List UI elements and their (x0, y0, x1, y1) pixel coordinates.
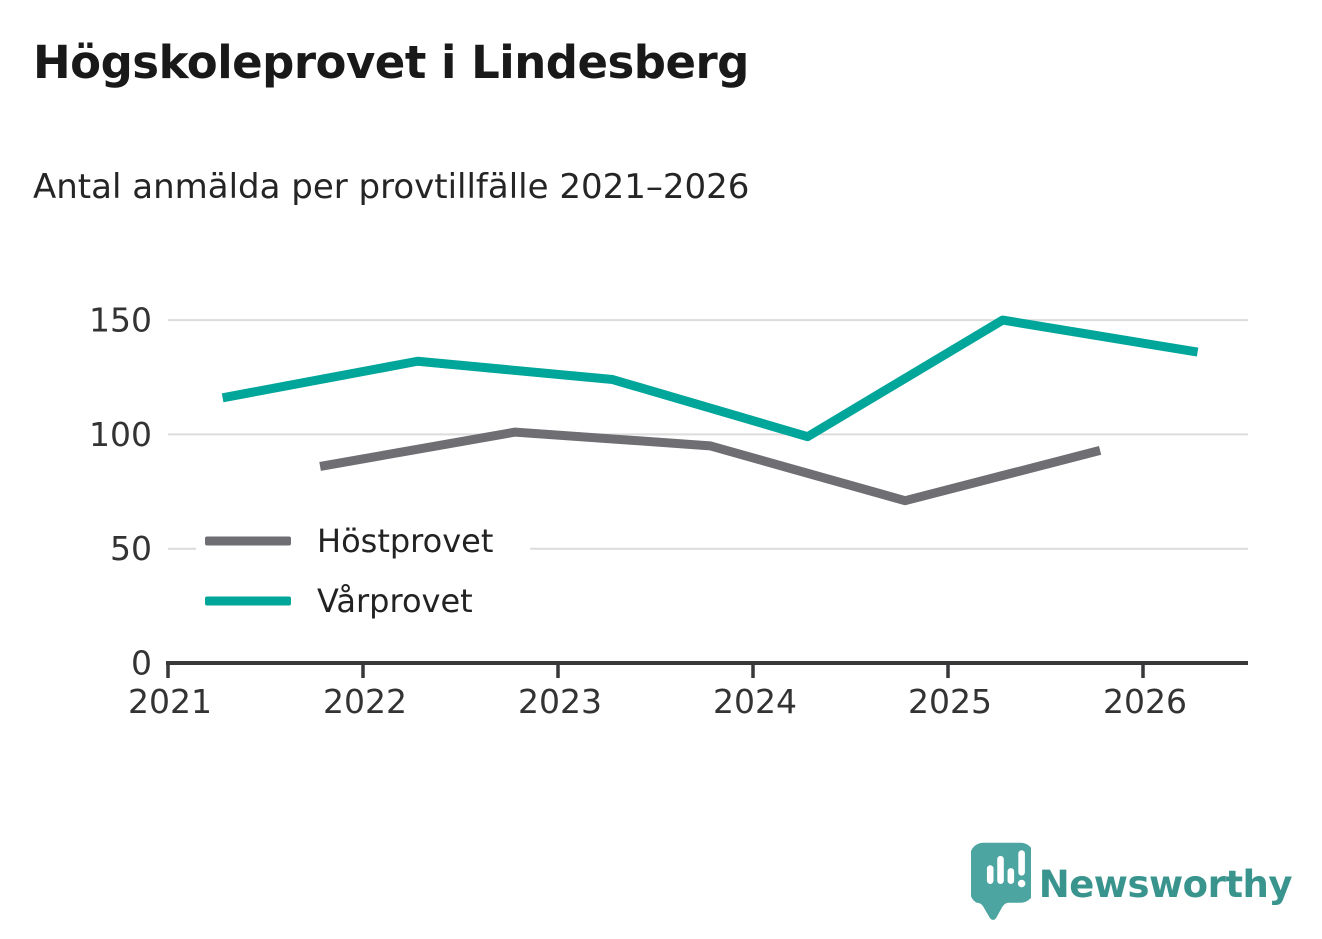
legend-label: Vårprovet (317, 582, 473, 620)
legend-label: Höstprovet (317, 522, 493, 560)
newsworthy-brand: Newsworthy (970, 838, 1293, 930)
newsworthy-logo-icon (970, 842, 1031, 920)
logo-bar-1 (986, 865, 994, 884)
x-tick-label: 2026 (1103, 682, 1187, 721)
brand-wordmark: Newsworthy (1038, 862, 1293, 906)
x-tick-label: 2022 (323, 682, 407, 721)
x-tick-label: 2025 (908, 682, 992, 721)
logo-bar-2 (996, 855, 1004, 884)
y-tick-label: 100 (89, 415, 152, 454)
legend-swatch-vrprovet (205, 596, 291, 606)
logo-exclamation-bar (1018, 850, 1025, 876)
x-tick-label: 2023 (518, 682, 602, 721)
y-tick-label: 50 (110, 529, 152, 568)
logo-bar-3 (1007, 868, 1014, 884)
y-tick-label: 0 (131, 644, 152, 683)
chart-title: Högskoleprovet i Lindesberg (33, 36, 749, 89)
legend-swatch-hstprovet (205, 536, 291, 546)
x-tick-label: 2024 (713, 682, 797, 721)
series-line-hstprovet (319, 427, 1102, 506)
x-tick-label: 2021 (128, 682, 212, 721)
y-tick-label: 150 (89, 301, 152, 340)
logo-exclamation-dot (1017, 879, 1026, 888)
line-chart: 2021 2022 2023 2024 2025 2026 0 50 100 150 Höstpro… (89, 301, 1248, 721)
chart-subtitle: Antal anmälda per provtillfälle 2021–202… (33, 167, 750, 207)
series-line-vrprovet (221, 315, 1199, 442)
